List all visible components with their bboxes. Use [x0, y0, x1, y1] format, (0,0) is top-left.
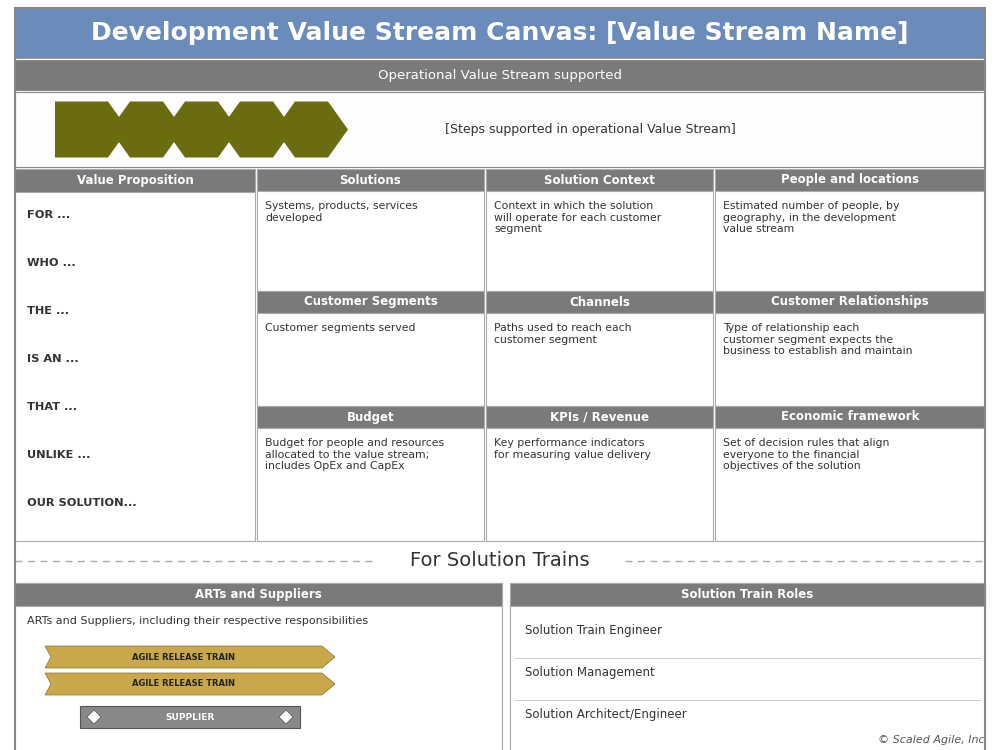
Text: UNLIKE ...: UNLIKE ... — [27, 450, 90, 460]
Text: For Solution Trains: For Solution Trains — [410, 551, 590, 571]
Text: Solution Train Roles: Solution Train Roles — [681, 588, 814, 601]
Text: Economic framework: Economic framework — [781, 410, 919, 424]
Text: SUPPLIER: SUPPLIER — [165, 712, 215, 722]
Bar — [257, 191, 484, 291]
Polygon shape — [220, 101, 293, 158]
Text: Solution Architect/Engineer: Solution Architect/Engineer — [525, 708, 687, 721]
Bar — [15, 8, 985, 58]
Text: THE ...: THE ... — [27, 306, 69, 316]
Bar — [715, 191, 985, 291]
Polygon shape — [55, 101, 128, 158]
Bar — [715, 291, 985, 313]
Text: Solutions: Solutions — [340, 173, 401, 187]
Text: Context in which the solution
will operate for each customer
segment: Context in which the solution will opera… — [494, 201, 661, 234]
Bar — [15, 60, 985, 90]
Text: Estimated number of people, by
geography, in the development
value stream: Estimated number of people, by geography… — [723, 201, 899, 234]
Bar — [715, 313, 985, 406]
Text: Type of relationship each
customer segment expects the
business to establish and: Type of relationship each customer segme… — [723, 323, 912, 356]
Text: Key performance indicators
for measuring value delivery: Key performance indicators for measuring… — [494, 438, 651, 460]
Polygon shape — [87, 710, 101, 724]
Text: Solution Management: Solution Management — [525, 666, 655, 679]
Bar — [486, 191, 713, 291]
Bar — [257, 428, 484, 541]
Text: AGILE RELEASE TRAIN: AGILE RELEASE TRAIN — [132, 652, 235, 662]
Bar — [15, 169, 255, 192]
Text: WHO ...: WHO ... — [27, 258, 76, 268]
Text: Set of decision rules that align
everyone to the financial
objectives of the sol: Set of decision rules that align everyon… — [723, 438, 889, 471]
Bar — [486, 291, 713, 313]
Text: Budget: Budget — [347, 410, 394, 424]
Bar — [257, 291, 484, 313]
Bar — [486, 313, 713, 406]
Text: AGILE RELEASE TRAIN: AGILE RELEASE TRAIN — [132, 680, 235, 688]
Bar — [715, 406, 985, 428]
Text: Systems, products, services
developed: Systems, products, services developed — [265, 201, 418, 223]
Polygon shape — [45, 673, 335, 695]
Text: ARTs and Suppliers: ARTs and Suppliers — [195, 588, 322, 601]
Text: Paths used to reach each
customer segment: Paths used to reach each customer segmen… — [494, 323, 632, 344]
Bar — [15, 583, 502, 606]
Text: Operational Value Stream supported: Operational Value Stream supported — [378, 68, 622, 82]
Bar — [257, 169, 484, 191]
Bar — [15, 92, 985, 167]
Text: FOR ...: FOR ... — [27, 210, 70, 220]
Polygon shape — [275, 101, 348, 158]
Text: IS AN ...: IS AN ... — [27, 354, 79, 364]
Text: Solution Context: Solution Context — [544, 173, 655, 187]
Polygon shape — [110, 101, 183, 158]
Bar — [486, 428, 713, 541]
Polygon shape — [45, 646, 335, 668]
Text: Customer segments served: Customer segments served — [265, 323, 416, 333]
Text: Budget for people and resources
allocated to the value stream;
includes OpEx and: Budget for people and resources allocate… — [265, 438, 444, 471]
Text: Development Value Stream Canvas: [Value Stream Name]: Development Value Stream Canvas: [Value … — [91, 21, 909, 45]
Text: Solution Train Engineer: Solution Train Engineer — [525, 624, 662, 637]
Bar — [486, 406, 713, 428]
Text: ARTs and Suppliers, including their respective responsibilities: ARTs and Suppliers, including their resp… — [27, 616, 368, 626]
Bar — [15, 169, 255, 541]
Bar — [257, 313, 484, 406]
Polygon shape — [165, 101, 238, 158]
Text: KPIs / Revenue: KPIs / Revenue — [550, 410, 649, 424]
Text: People and locations: People and locations — [781, 173, 919, 187]
Bar — [257, 406, 484, 428]
Polygon shape — [279, 710, 293, 724]
Text: Customer Relationships: Customer Relationships — [771, 296, 929, 308]
Text: Value Proposition: Value Proposition — [77, 174, 193, 187]
Text: OUR SOLUTION...: OUR SOLUTION... — [27, 498, 137, 508]
Text: © Scaled Agile, Inc: © Scaled Agile, Inc — [878, 735, 985, 745]
Text: THAT ...: THAT ... — [27, 402, 77, 412]
Text: Customer Segments: Customer Segments — [304, 296, 437, 308]
Bar — [486, 169, 713, 191]
Bar — [15, 583, 502, 750]
Bar — [80, 706, 300, 728]
Text: Channels: Channels — [569, 296, 630, 308]
Bar — [715, 428, 985, 541]
Bar — [510, 583, 985, 606]
Text: [Steps supported in operational Value Stream]: [Steps supported in operational Value St… — [445, 123, 736, 136]
Bar — [510, 583, 985, 750]
Bar — [715, 169, 985, 191]
